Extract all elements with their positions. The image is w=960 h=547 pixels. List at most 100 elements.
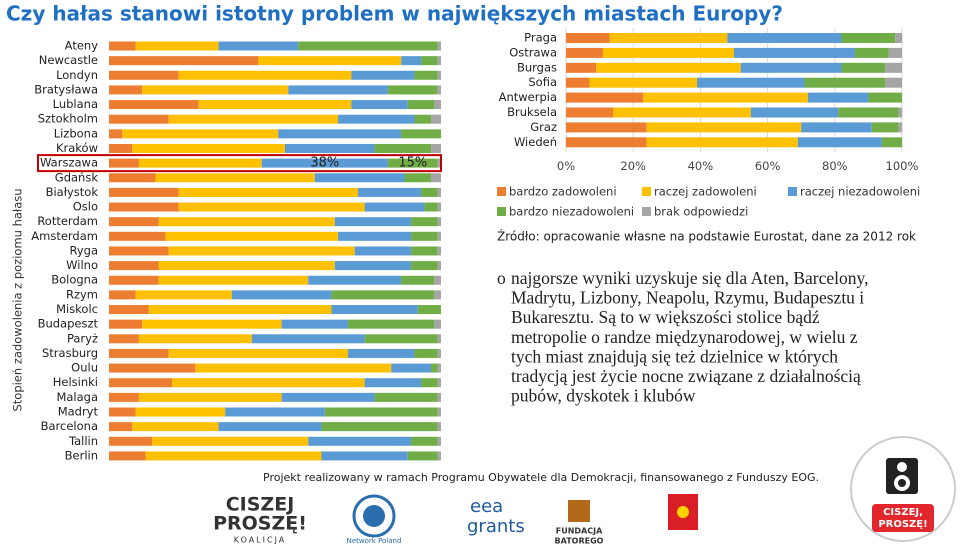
logo-batory: FUNDACJA BATOREGO (555, 500, 604, 546)
bullet-line: pubów, dyskotek i klubów (511, 386, 696, 406)
bar-segment (437, 436, 441, 446)
category-label: Rotterdam (37, 214, 98, 228)
category-label: Białystok (46, 185, 99, 199)
logo-koalicja: CISZEJ PROSZĘ! KOALICJA (213, 494, 307, 545)
bar-segment (109, 217, 159, 227)
category-label: Sofia (528, 75, 557, 89)
bar-segment (308, 436, 412, 446)
bar-segment (251, 334, 365, 344)
bar-segment (334, 261, 412, 271)
legend-swatch (642, 207, 651, 216)
category-label: Londyn (56, 68, 98, 82)
bar-segment (437, 261, 441, 271)
legend-label: raczej niezadowoleni (800, 185, 920, 199)
logo-text: grants (467, 516, 525, 537)
bar-segment (804, 77, 886, 88)
category-label: Burgas (517, 60, 557, 74)
bar-segment (434, 319, 441, 329)
bar-segment (109, 378, 173, 388)
bar-segment (854, 47, 889, 58)
bar-segment (158, 217, 335, 227)
bar-segment (566, 107, 614, 118)
category-label: Miskolc (56, 302, 98, 316)
bar-segment (437, 70, 441, 80)
bar-segment (331, 290, 435, 300)
category-label: Malaga (56, 390, 98, 404)
bar-segment (354, 246, 412, 256)
category-label: Strasburg (42, 346, 98, 360)
bar-segment (434, 275, 441, 285)
bar-segment (437, 363, 441, 373)
bar-segment (348, 319, 435, 329)
bar-segment (401, 275, 435, 285)
bar-segment (351, 100, 408, 110)
bar-segment (797, 137, 882, 148)
category-label: Warszawa (40, 156, 98, 170)
bar-segment (142, 85, 289, 95)
bar-segment (132, 422, 219, 432)
bar-segment (168, 114, 339, 124)
bar-segment (404, 173, 432, 183)
category-label: Bologna (51, 273, 98, 287)
category-label: Amsterdam (31, 229, 98, 243)
bar-segment (218, 422, 322, 432)
bar-segment (258, 56, 402, 66)
bar-segment (109, 334, 139, 344)
bar-segment (358, 187, 422, 197)
bar-segment (431, 363, 438, 373)
category-label: Newcastle (39, 53, 98, 67)
category-label: Tallin (68, 434, 98, 448)
logo-global-compact: Network Poland (347, 494, 401, 545)
bar-segment (155, 173, 315, 183)
bar-segment (589, 77, 698, 88)
bar-segment (109, 290, 136, 300)
bar-segment (566, 137, 647, 148)
bar-segment (145, 451, 322, 461)
bar-segment (596, 62, 741, 73)
bar-segment (868, 92, 902, 103)
bar-segment (364, 202, 425, 212)
category-label: Praga (524, 31, 557, 45)
bar-segment (437, 451, 441, 461)
bar-segment (109, 422, 133, 432)
bar-segment (871, 122, 899, 133)
bar-segment (697, 77, 805, 88)
bar-segment (431, 143, 441, 153)
bar-segment (401, 129, 441, 139)
logo-ciszej: CISZEJ, PROSZĘ! (850, 436, 956, 542)
bar-segment (109, 85, 143, 95)
bar-segment (158, 275, 309, 285)
bar-segment (881, 137, 902, 148)
bar-segment (421, 378, 438, 388)
bar-segment (364, 378, 422, 388)
bar-segment (165, 231, 339, 241)
x-tick-label: 20% (620, 159, 646, 173)
bar-segment (281, 319, 349, 329)
category-label: Oslo (73, 200, 98, 214)
bar-segment (437, 231, 441, 241)
bar-segment (109, 363, 196, 373)
logo-text: CISZEJ (226, 494, 295, 516)
bar-segment (138, 334, 252, 344)
category-label: Gdańsk (55, 170, 99, 184)
category-label: Wiedeń (514, 135, 557, 149)
bar-segment (841, 33, 896, 43)
bar-segment (142, 319, 282, 329)
bar-segment (281, 392, 375, 402)
category-label: Helsinki (53, 375, 98, 389)
bar-segment (178, 187, 358, 197)
bar-segment (437, 56, 441, 66)
bar-segment (431, 114, 441, 124)
category-label: Antwerpia (499, 90, 557, 104)
footer: Projekt realizowany w ramach Programu Ob… (263, 471, 819, 484)
legend-label: brak odpowiedzi (654, 205, 748, 219)
bar-segment (278, 129, 402, 139)
logo-text: PROSZĘ! (878, 519, 927, 530)
logo-text: KOALICJA (234, 536, 287, 545)
bar-segment (437, 217, 441, 227)
bar-segment (414, 348, 438, 358)
bar-segment (434, 100, 441, 110)
bar-segment (109, 319, 143, 329)
